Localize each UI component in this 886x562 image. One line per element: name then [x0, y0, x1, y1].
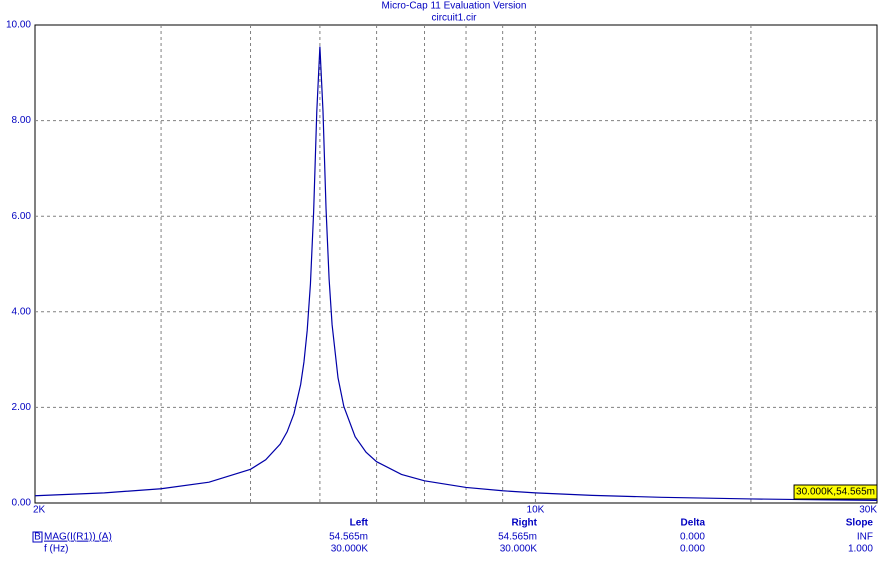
chart-subtitle: circuit1.cir	[431, 13, 477, 24]
y-tick-label: 8.00	[12, 115, 32, 126]
readout-cell: 30.000K	[500, 544, 538, 555]
readout-header: Delta	[681, 518, 706, 529]
y-tick-label: 4.00	[12, 306, 32, 317]
readout-header: Left	[350, 518, 369, 529]
x-tick-label: 30K	[859, 505, 877, 516]
x-tick-label: 2K	[33, 505, 46, 516]
readout-cell: 0.000	[680, 544, 705, 555]
y-tick-label: 10.00	[6, 20, 31, 31]
readout-cell: 54.565m	[329, 532, 368, 543]
y-tick-label: 2.00	[12, 402, 32, 413]
y-tick-label: 6.00	[12, 211, 32, 222]
series-marker-box	[32, 531, 43, 543]
plot-frame	[34, 24, 878, 504]
chart-title: Micro-Cap 11 Evaluation Version	[382, 1, 527, 12]
readout-cell: 0.000	[680, 532, 705, 543]
readout-header: Right	[511, 518, 537, 529]
readout-label: MAG(I(R1)) (A)	[44, 532, 112, 543]
readout-header: Slope	[846, 518, 874, 529]
series-line	[34, 46, 878, 501]
y-tick-label: 0.00	[12, 498, 32, 509]
cursor-label-box	[793, 484, 878, 500]
readout-cell: 1.000	[848, 544, 873, 555]
x-tick-label: 10K	[527, 505, 545, 516]
cursor-label: 30.000K,54.565m	[796, 487, 875, 498]
readout-label: f (Hz)	[44, 544, 68, 555]
series-marker: B	[34, 532, 41, 543]
readout-cell: 54.565m	[498, 532, 537, 543]
readout-cell: 30.000K	[331, 544, 369, 555]
readout-cell: INF	[857, 532, 873, 543]
